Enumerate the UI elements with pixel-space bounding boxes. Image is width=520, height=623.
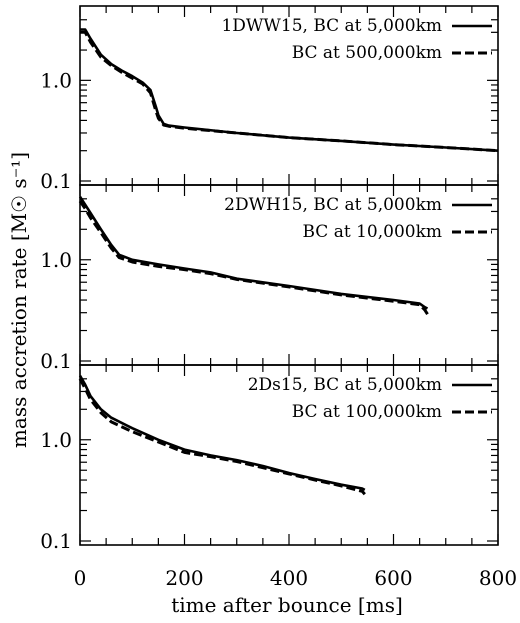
- y-tick-label: 0.1: [40, 169, 72, 193]
- y-tick-label: 1.0: [40, 68, 72, 92]
- y-tick-label: 0.1: [40, 349, 72, 373]
- legend-label: BC at 500,000km: [292, 43, 442, 63]
- y-tick-label: 1.0: [40, 248, 72, 272]
- series-line-3-2: [78, 378, 366, 496]
- legend-label: 1DWW15, BC at 5,000km: [221, 16, 442, 36]
- series-line-2-2: [78, 200, 429, 315]
- x-tick-label: 600: [374, 566, 412, 590]
- legend-label: 2Ds15, BC at 5,000km: [248, 375, 442, 395]
- y-tick-label: 1.0: [40, 428, 72, 452]
- x-tick-label: 400: [270, 566, 308, 590]
- legend-label: BC at 10,000km: [303, 222, 443, 242]
- legend-label: 2DWH15, BC at 5,000km: [224, 195, 442, 215]
- x-axis-label: time after bounce [ms]: [171, 593, 403, 617]
- y-axis-label: mass accretion rate [M☉ s⁻¹]: [7, 152, 31, 448]
- series-line-1-2: [80, 30, 499, 153]
- y-tick-label: 0.1: [40, 529, 72, 553]
- x-tick-label: 200: [165, 566, 203, 590]
- x-tick-label: 0: [74, 566, 87, 590]
- legend-label: BC at 100,000km: [292, 402, 442, 422]
- x-tick-label: 800: [479, 566, 517, 590]
